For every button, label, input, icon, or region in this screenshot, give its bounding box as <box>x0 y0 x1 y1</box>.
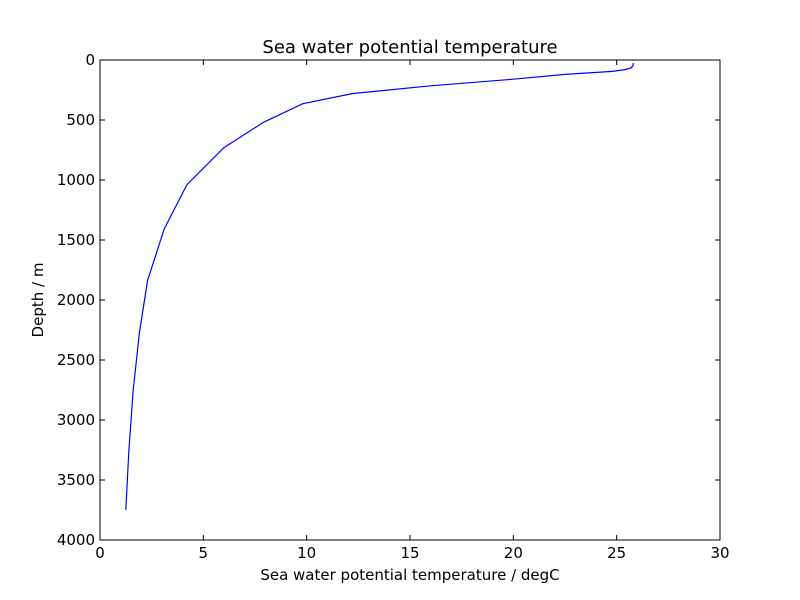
y-axis-label: Depth / m <box>29 263 47 338</box>
x-tick-label: 30 <box>710 544 729 562</box>
series-line <box>125 63 634 511</box>
y-tick-label: 500 <box>66 111 95 129</box>
axis-tick-labels: 0 5 10 15 20 25 30 0 500 1000 1500 2000 2500 3000 3500… <box>57 51 730 562</box>
y-tick-label: 3000 <box>57 411 95 429</box>
x-tick-label: 10 <box>297 544 316 562</box>
y-tick-label: 2000 <box>57 291 95 309</box>
x-tick-label: 0 <box>95 544 105 562</box>
x-tick-label: 15 <box>400 544 419 562</box>
y-tick-label: 2500 <box>57 351 95 369</box>
chart-title: Sea water potential temperature <box>262 37 557 58</box>
x-tick-label: 20 <box>504 544 523 562</box>
plot-frame <box>99 59 721 541</box>
x-tick-label: 25 <box>607 544 626 562</box>
y-tick-label: 1500 <box>57 231 95 249</box>
x-axis-label: Sea water potential temperature / degC <box>260 566 559 584</box>
y-tick-label: 0 <box>85 51 95 69</box>
y-tick-label: 4000 <box>57 531 95 549</box>
y-tick-label: 1000 <box>57 171 95 189</box>
y-tick-label: 3500 <box>57 471 95 489</box>
plot-area <box>125 63 634 511</box>
x-tick-label: 5 <box>199 544 209 562</box>
